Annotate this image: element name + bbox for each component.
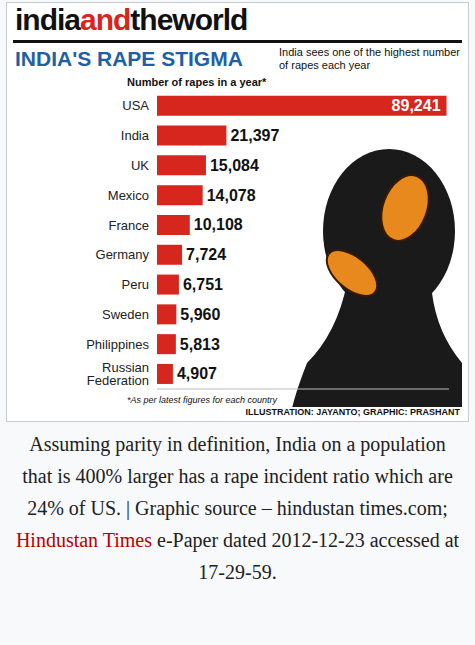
svg-text:Germany: Germany xyxy=(96,247,150,262)
html-text:INDIA'S RAPE STIGMA: INDIA'S RAPE STIGMA xyxy=(15,47,243,70)
svg-text:Peru: Peru xyxy=(122,277,149,292)
svg-text:5,813: 5,813 xyxy=(180,336,220,353)
svg-text:Mexico: Mexico xyxy=(108,188,149,203)
svg-text:France: France xyxy=(109,218,149,233)
html-text:*As per latest figures for eac: *As per latest figures for each country xyxy=(127,395,278,405)
svg-text:6,751: 6,751 xyxy=(183,276,223,293)
svg-text:15,084: 15,084 xyxy=(210,157,259,174)
svg-text:89,241: 89,241 xyxy=(392,97,441,114)
svg-text:7,724: 7,724 xyxy=(186,246,226,263)
svg-text:Philippines: Philippines xyxy=(86,337,149,352)
html-text:Hindustan Times e-Paper dated: Hindustan Times e-Paper dated 2012-12-23… xyxy=(15,529,460,583)
svg-text:India: India xyxy=(121,128,150,143)
svg-text:4,907: 4,907 xyxy=(177,365,217,382)
svg-text:10,108: 10,108 xyxy=(194,216,243,233)
svg-text:USA: USA xyxy=(122,98,149,113)
svg-text:Sweden: Sweden xyxy=(102,307,149,322)
html-text:Number of rapes in a year*: Number of rapes in a year* xyxy=(127,76,267,88)
svg-text:UK: UK xyxy=(131,158,149,173)
html-text:Assuming parity in definition,: Assuming parity in definition, India on … xyxy=(22,433,453,519)
html-text:India sees one of the highest: India sees one of the highest number of … xyxy=(279,46,460,71)
svg-text:RussianFederation: RussianFederation xyxy=(87,360,149,388)
svg-text:21,397: 21,397 xyxy=(230,127,279,144)
html-text:india and theworld: india and theworld xyxy=(15,3,248,36)
html-text:ILLUSTRATION: JAYANTO; GRAPHIC: ILLUSTRATION: JAYANTO; GRAPHIC: PRASHANT xyxy=(245,407,460,417)
svg-text:5,960: 5,960 xyxy=(180,306,220,323)
svg-text:14,078: 14,078 xyxy=(207,187,256,204)
